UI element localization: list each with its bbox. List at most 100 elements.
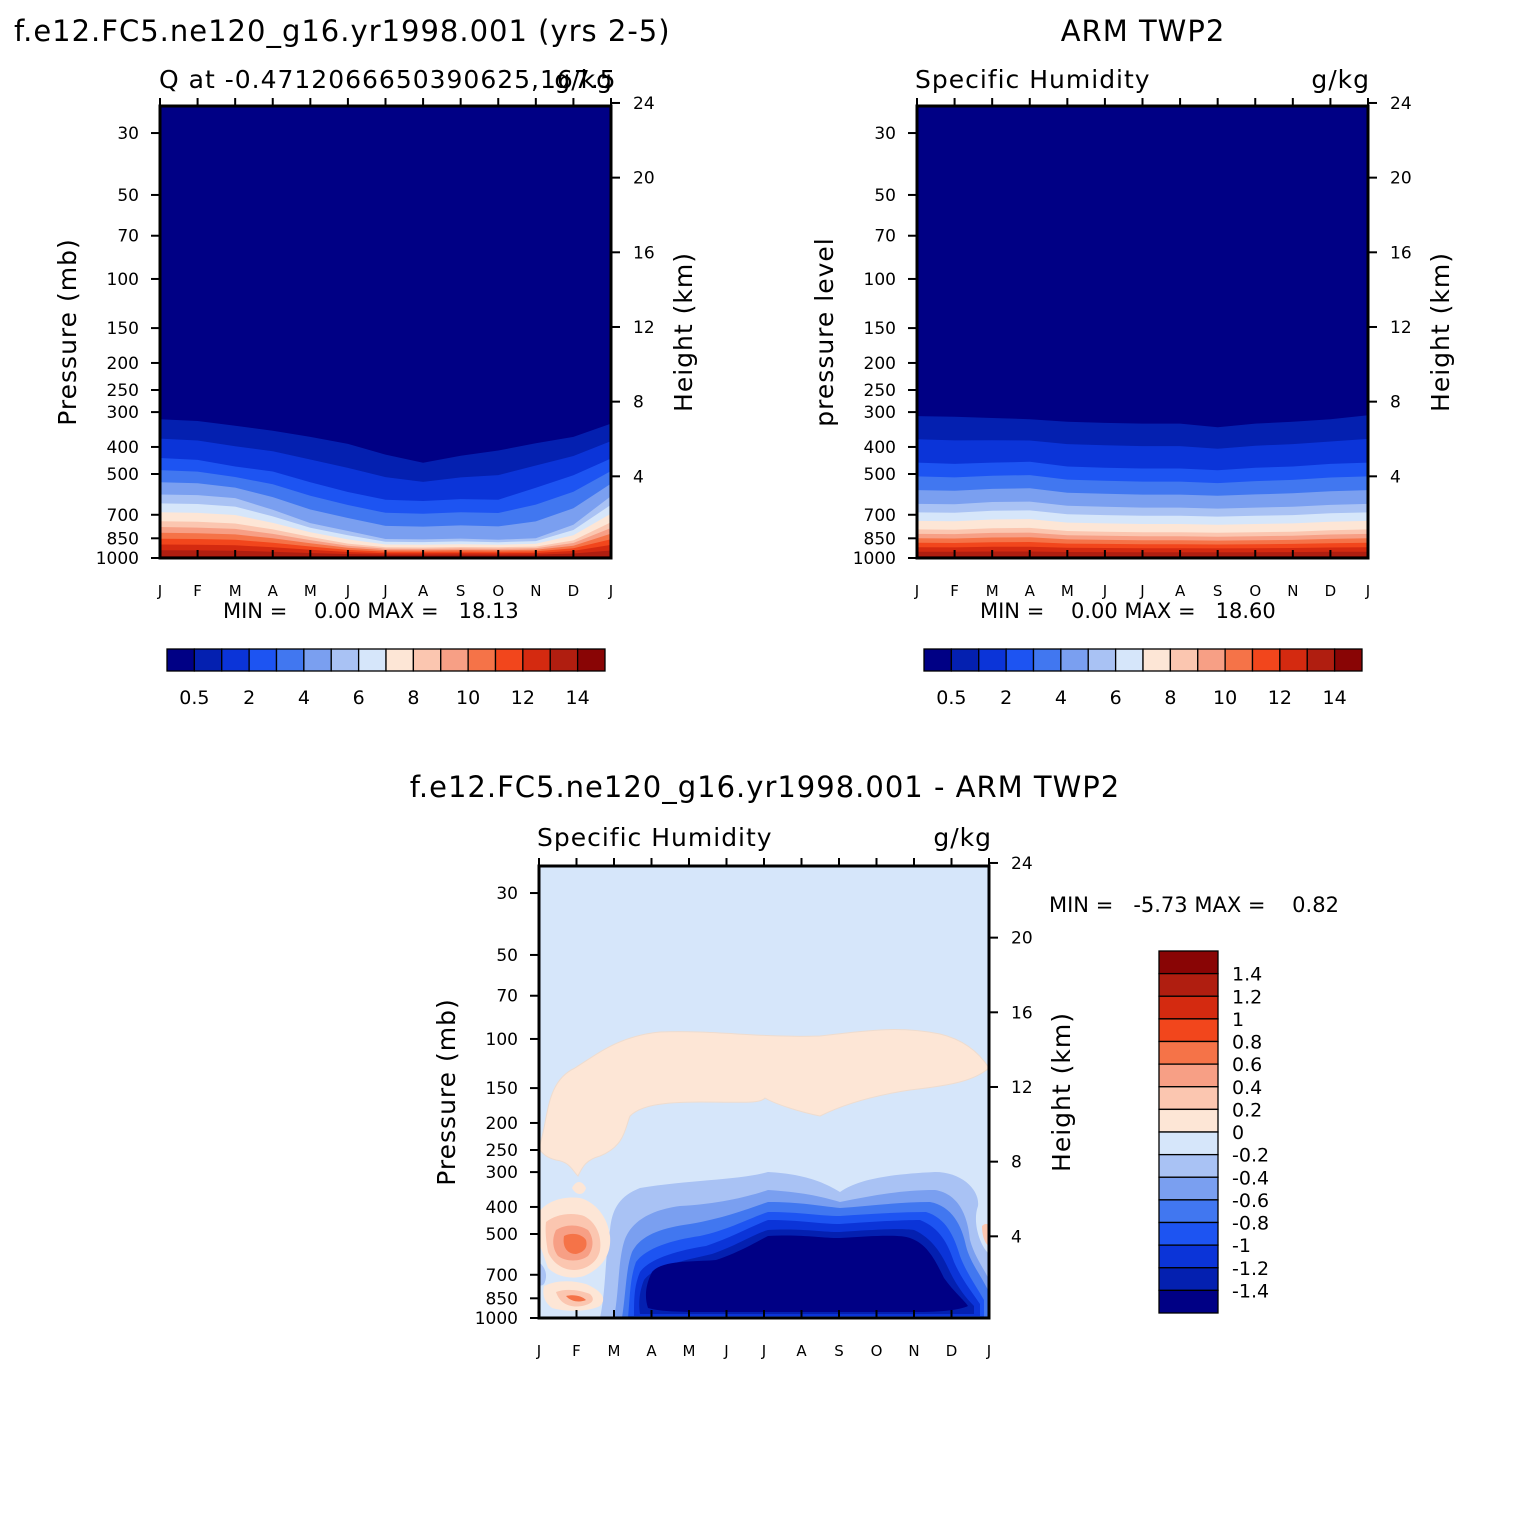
colorbar-box (1251, 648, 1281, 672)
colorbar-box (923, 648, 953, 672)
colorbar-box (1224, 648, 1254, 672)
colorbar-box (494, 648, 524, 672)
obs-y-tick-label: 500 (864, 465, 896, 485)
model-contour-fill (160, 106, 611, 558)
obs-x-tick-label: O (1249, 582, 1261, 600)
obs-x-tick-label: J (914, 582, 919, 600)
colorbar-box (1306, 648, 1336, 672)
colorbar-label: 0.2 (1232, 1099, 1262, 1121)
colorbar-box (1158, 1131, 1219, 1156)
obs-x-tick-label: M (1061, 582, 1074, 600)
colorbar-box (522, 648, 551, 672)
colorbar-label: 0.6 (1232, 1054, 1262, 1076)
colorbar-box (1158, 1176, 1219, 1201)
model-y-tick-label: 850 (107, 529, 139, 549)
colorbar-box (193, 648, 223, 672)
model-subtitle: Q at -0.4712066650390625,167.5 (159, 65, 617, 94)
model-y-tick-label: 30 (117, 124, 139, 144)
diff-y2-tick-label: 24 (1011, 854, 1033, 874)
colorbar-label: 0.5 (936, 687, 966, 709)
colorbar-box (166, 648, 196, 672)
colorbar-box (978, 648, 1007, 672)
obs-x-tick-label: J (1365, 582, 1370, 600)
colorbar-label: -0.2 (1232, 1145, 1269, 1167)
colorbar-box (950, 648, 980, 672)
diff-subtitle: Specific Humidity (537, 823, 773, 852)
model-x-tick-label: M (304, 582, 317, 600)
obs-y-tick-label: 1000 (853, 549, 896, 569)
model-x-tick-label: D (568, 582, 580, 600)
colorbar-box (1158, 1199, 1219, 1224)
colorbar-box (1158, 1018, 1219, 1043)
colorbar-box (1333, 648, 1363, 672)
model-x-tick-label: A (268, 582, 279, 600)
diff-x-tick-label: O (871, 1342, 883, 1360)
model-x-tick-label: A (418, 582, 429, 600)
colorbar-box (1087, 648, 1117, 672)
diff-x-tick-label: J (536, 1342, 541, 1360)
model-x-tick-label: J (345, 582, 350, 600)
model-x-tick-label: F (193, 582, 202, 600)
obs-title: ARM TWP2 (1061, 14, 1226, 48)
obs-x-tick-label: A (1025, 582, 1036, 600)
colorbar-box (385, 648, 415, 672)
model-y2-tick-label: 16 (633, 243, 655, 263)
colorbar-box (1158, 1108, 1219, 1133)
colorbar-label: 1.4 (1232, 964, 1262, 986)
obs-y-tick-label: 850 (864, 529, 896, 549)
obs-x-tick-label: M (986, 582, 999, 600)
model-y2-tick-label: 20 (633, 169, 655, 189)
diff-y2-tick-label: 8 (1011, 1153, 1022, 1173)
obs-y2-tick-label: 8 (1390, 393, 1401, 413)
obs-y2-tick-label: 4 (1390, 467, 1401, 487)
colorbar-box (1158, 1289, 1219, 1314)
colorbar-label: 12 (511, 687, 535, 709)
model-y2-tick-label: 4 (633, 467, 644, 487)
diff-y-tick-label: 850 (486, 1289, 518, 1309)
model-x-tick-label: J (157, 582, 162, 600)
model-y-tick-label: 250 (107, 381, 139, 401)
colorbar-box (412, 648, 442, 672)
diff-y-tick-label: 400 (486, 1198, 518, 1218)
diff-y-tick-label: 150 (486, 1079, 518, 1099)
colorbar-box (1142, 648, 1172, 672)
diff-x-tick-label: N (908, 1342, 919, 1360)
colorbar-box (467, 648, 497, 672)
colorbar-label: 0 (1232, 1122, 1244, 1144)
diff-y2-tick-label: 12 (1011, 1078, 1033, 1098)
colorbar-label: 6 (1110, 687, 1122, 709)
model-x-tick-label: N (530, 582, 541, 600)
colorbar-label: 0.5 (179, 687, 209, 709)
colorbar-label: -1 (1232, 1235, 1251, 1257)
model-y2-tick-label: 24 (633, 94, 655, 114)
diff-y-tick-label: 70 (496, 987, 518, 1007)
obs-y-tick-label: 70 (874, 227, 896, 247)
diff-x-tick-label: A (796, 1342, 807, 1360)
colorbar-label: 0.4 (1232, 1077, 1262, 1099)
obs-x-tick-label: J (1102, 582, 1107, 600)
diff-y-tick-label: 500 (486, 1225, 518, 1245)
diff-y-tick-label: 250 (486, 1141, 518, 1161)
model-y2-tick-label: 12 (633, 318, 655, 338)
colorbar-label: 2 (243, 687, 255, 709)
obs-y2-tick-label: 16 (1390, 243, 1412, 263)
obs-panel: ARM TWP2 Specific Humidity g/kg J F M A M J J A… (810, 14, 1455, 709)
model-y-tick-label: 500 (107, 465, 139, 485)
colorbar-box (1279, 648, 1308, 672)
colorbar-label: 10 (456, 687, 480, 709)
model-x-tick-label: O (492, 582, 504, 600)
colorbar-label: 6 (353, 687, 365, 709)
model-x-tick-label: J (608, 582, 613, 600)
model-min-max: MIN = 0.00 MAX = 18.13 (223, 599, 519, 623)
diff-y2-tick-label: 4 (1011, 1227, 1022, 1247)
colorbar-label: -0.8 (1232, 1213, 1269, 1235)
obs-x-tick-label: D (1325, 582, 1337, 600)
diff-x-tick-label: F (572, 1342, 581, 1360)
colorbar-box (1158, 950, 1219, 975)
obs-x-tick-label: A (1175, 582, 1186, 600)
colorbar-box (1158, 1267, 1219, 1292)
obs-x-tick-label: J (1139, 582, 1144, 600)
